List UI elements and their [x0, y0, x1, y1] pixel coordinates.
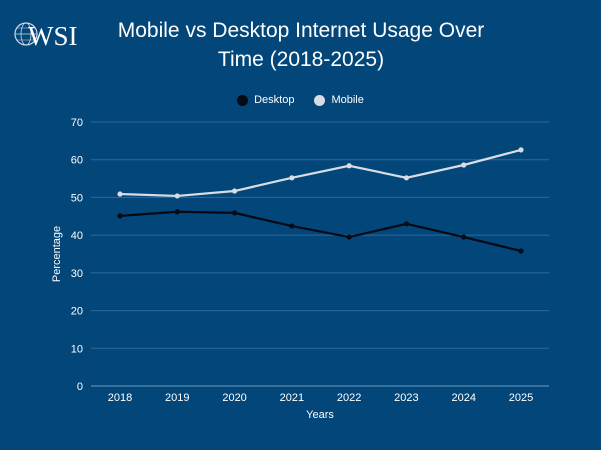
data-point-mobile	[174, 193, 180, 199]
data-point-mobile	[403, 175, 410, 181]
y-tick-label: 70	[71, 117, 83, 129]
svg-text:WSI: WSI	[28, 21, 78, 50]
data-point-mobile	[117, 191, 123, 197]
legend-label-desktop: Desktop	[254, 94, 295, 106]
legend-item-mobile[interactable]: Mobile	[314, 94, 364, 106]
legend-marker-desktop	[237, 94, 249, 106]
x-tick-label: 2018	[108, 392, 132, 404]
data-point-desktop	[518, 248, 524, 254]
series-line-desktop	[119, 210, 522, 253]
y-tick-label: 0	[77, 381, 83, 393]
y-tick-label: 30	[71, 268, 83, 280]
y-tick-label: 20	[71, 306, 83, 318]
x-axis-label: Years	[306, 409, 334, 421]
data-point-desktop	[346, 234, 352, 240]
data-point-desktop	[231, 210, 238, 216]
wsi-logo: WSI	[14, 21, 78, 50]
y-tick-label: 40	[71, 230, 83, 242]
title-line-2: Time (2018-2025)	[217, 48, 385, 71]
chart-title: Mobile vs Desktop Internet Usage Over Ti…	[96, 16, 506, 74]
series-line-mobile	[119, 148, 522, 198]
y-tick-label: 50	[71, 192, 83, 204]
x-tick-label: 2021	[280, 392, 304, 404]
legend-label-mobile: Mobile	[331, 94, 364, 106]
x-tick-label: 2023	[394, 392, 418, 404]
data-point-mobile	[289, 175, 295, 181]
data-point-desktop	[174, 209, 180, 215]
data-point-desktop	[461, 234, 467, 240]
data-point-desktop	[403, 221, 410, 227]
data-point-mobile	[231, 188, 238, 194]
legend: Desktop Mobile	[0, 94, 601, 106]
data-point-desktop	[117, 213, 123, 219]
data-point-mobile	[518, 147, 524, 153]
y-axis-label: Percentage	[51, 226, 63, 282]
x-tick-label: 2019	[165, 392, 189, 404]
data-point-mobile	[346, 163, 352, 169]
y-tick-label: 10	[71, 343, 83, 355]
data-point-mobile	[461, 162, 467, 168]
x-tick-label: 2025	[509, 392, 533, 404]
data-point-desktop	[289, 223, 295, 229]
y-tick-label: 60	[71, 155, 83, 167]
x-tick-label: 2020	[222, 392, 246, 404]
legend-item-desktop[interactable]: Desktop	[237, 94, 294, 106]
x-tick-label: 2024	[451, 392, 475, 404]
title-line-1: Mobile vs Desktop Internet Usage Over	[117, 19, 485, 42]
x-tick-label: 2022	[337, 392, 361, 404]
legend-marker-mobile	[314, 94, 326, 106]
